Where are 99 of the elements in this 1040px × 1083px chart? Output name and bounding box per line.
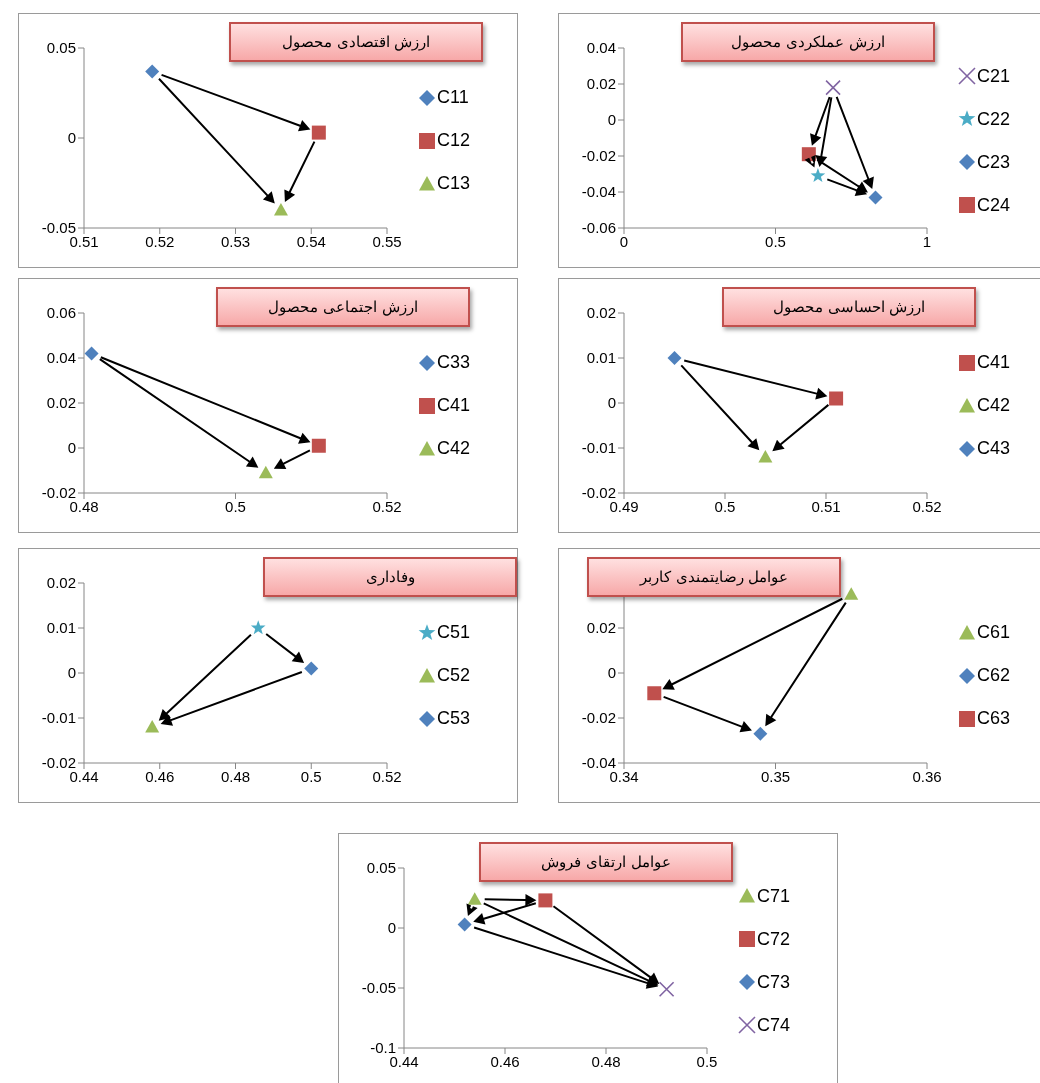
point: [810, 168, 826, 183]
point: [647, 686, 662, 701]
y-tick-label: 0.02: [46, 394, 76, 412]
point: [658, 981, 675, 997]
legend-label: C22: [977, 108, 1011, 130]
legend-label: C52: [437, 665, 471, 686]
x-tick-label: 0.35: [760, 767, 791, 785]
legend-label: C13: [437, 173, 471, 194]
y-tick-label: -0.01: [581, 439, 616, 457]
title-box: ارزش عملکردی محصول: [681, 22, 935, 62]
legend-label: C42: [977, 395, 1011, 416]
y-tick-label: -0.06: [581, 219, 616, 237]
y-tick-label: 0.01: [586, 349, 616, 367]
legend-label: C53: [437, 708, 471, 729]
y-tick-label: 0: [607, 664, 616, 682]
point: [758, 450, 773, 463]
legend-label: C23: [977, 151, 1011, 173]
legend-label: C73: [757, 971, 791, 993]
title-box: وفاداری: [263, 557, 517, 597]
legend-label: C62: [977, 665, 1011, 686]
x-tick-label: 0.52: [145, 232, 175, 250]
point: [868, 190, 883, 205]
point: [304, 661, 319, 676]
x-tick-label: 0.51: [811, 497, 841, 515]
point: [829, 391, 844, 406]
y-tick-label: 0: [67, 439, 76, 457]
y-tick-label: 0: [67, 664, 76, 682]
title-box: ارزش اجتماعی محصول: [216, 287, 470, 327]
x-tick-label: 0.36: [912, 767, 942, 785]
point: [250, 620, 266, 635]
x-tick-label: 0.5: [765, 232, 786, 250]
x-tick-label: 0.5: [300, 767, 322, 785]
legend-label: C21: [977, 65, 1011, 87]
point: [667, 351, 682, 365]
point: [311, 438, 326, 453]
x-tick-label: 0.48: [220, 767, 251, 785]
y-tick-label: 0.02: [586, 75, 616, 93]
y-tick-label: -0.02: [581, 147, 616, 165]
y-tick-label: -0.05: [361, 979, 396, 997]
y-tick-label: 0.06: [46, 304, 76, 322]
x-tick-label: 0: [619, 232, 629, 250]
y-tick-label: 0.02: [46, 574, 76, 592]
x-tick-label: 0.5: [225, 497, 246, 515]
x-tick-label: 0.54: [296, 232, 326, 250]
title-box: ارزش اقتصادی محصول: [229, 22, 483, 62]
y-tick-label: -0.02: [581, 709, 616, 727]
y-tick-label: 0: [607, 394, 616, 412]
x-tick-label: 0.52: [912, 497, 942, 515]
point: [457, 917, 472, 932]
x-tick-label: 0.53: [220, 232, 251, 250]
x-tick-label: 0.46: [490, 1052, 520, 1070]
y-tick-label: 0.01: [46, 619, 76, 637]
legend-label: C61: [977, 622, 1011, 643]
y-tick-label: 0.05: [366, 859, 396, 877]
legend-label: C33: [437, 352, 471, 373]
point: [273, 203, 288, 216]
y-tick-label: 0.02: [586, 619, 616, 637]
legend-label: C24: [977, 194, 1011, 216]
point: [467, 892, 482, 905]
y-tick-label: 0: [607, 111, 616, 129]
point: [311, 125, 326, 140]
x-tick-label: 0.52: [372, 497, 402, 515]
legend-label: C41: [437, 395, 471, 416]
y-tick-label: 0.05: [46, 39, 76, 57]
point: [84, 346, 99, 361]
title-box: ارزش احساسی محصول: [722, 287, 976, 327]
legend-label: C63: [977, 708, 1011, 729]
y-tick-label: 0: [387, 919, 396, 937]
x-tick-label: 1: [922, 232, 932, 250]
y-tick-label: 0.04: [586, 39, 616, 57]
point: [825, 79, 841, 96]
legend-label: C51: [437, 622, 471, 643]
legend-label: C41: [977, 352, 1011, 373]
title-box: عوامل رضایتمندی کاربر: [587, 557, 841, 597]
legend-label: C12: [437, 130, 471, 151]
point: [538, 893, 553, 908]
x-tick-label: 0.5: [696, 1052, 718, 1070]
x-tick-label: 0.48: [591, 1052, 621, 1070]
y-tick-label: 0.04: [46, 349, 76, 367]
title-box: عوامل ارتقای فروش: [479, 842, 733, 882]
x-tick-label: 0.5: [714, 497, 736, 515]
legend-label: C43: [977, 438, 1011, 459]
legend-label: C11: [437, 87, 469, 108]
legend-label: C72: [757, 928, 791, 950]
point: [258, 465, 273, 479]
x-tick-label: 0.55: [372, 232, 402, 250]
y-tick-label: -0.04: [581, 183, 616, 201]
point: [145, 720, 160, 733]
y-tick-label: -0.01: [41, 709, 76, 727]
legend-label: C71: [757, 885, 791, 907]
point: [145, 64, 160, 79]
point: [753, 726, 768, 741]
point: [844, 587, 859, 600]
legend-label: C74: [757, 1014, 791, 1036]
y-tick-label: 0: [67, 129, 76, 147]
y-tick-label: 0.02: [586, 304, 616, 322]
legend-label: C42: [437, 438, 471, 459]
x-tick-label: 0.46: [145, 767, 175, 785]
x-tick-label: 0.52: [372, 767, 402, 785]
